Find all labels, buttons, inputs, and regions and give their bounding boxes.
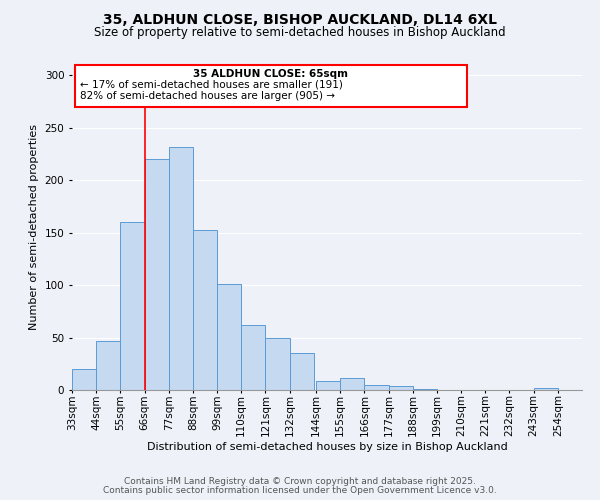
Text: 82% of semi-detached houses are larger (905) →: 82% of semi-detached houses are larger (… bbox=[80, 91, 335, 101]
Bar bbox=[265, 338, 290, 390]
Text: Contains HM Land Registry data © Crown copyright and database right 2025.: Contains HM Land Registry data © Crown c… bbox=[124, 477, 476, 486]
Bar bbox=[72, 369, 96, 390]
Bar bbox=[389, 386, 413, 390]
Bar bbox=[145, 160, 169, 390]
Text: 35, ALDHUN CLOSE, BISHOP AUCKLAND, DL14 6XL: 35, ALDHUN CLOSE, BISHOP AUCKLAND, DL14 … bbox=[103, 12, 497, 26]
Bar bbox=[413, 389, 437, 390]
Bar bbox=[169, 147, 193, 390]
Text: Size of property relative to semi-detached houses in Bishop Auckland: Size of property relative to semi-detach… bbox=[94, 26, 506, 39]
Text: Contains public sector information licensed under the Open Government Licence v3: Contains public sector information licen… bbox=[103, 486, 497, 495]
Bar bbox=[533, 388, 558, 390]
Bar bbox=[96, 340, 121, 390]
Bar bbox=[316, 380, 340, 390]
Text: 35 ALDHUN CLOSE: 65sqm: 35 ALDHUN CLOSE: 65sqm bbox=[193, 69, 349, 79]
Bar bbox=[340, 378, 364, 390]
Y-axis label: Number of semi-detached properties: Number of semi-detached properties bbox=[29, 124, 39, 330]
Bar bbox=[290, 354, 314, 390]
Bar bbox=[121, 222, 145, 390]
Bar bbox=[217, 284, 241, 390]
X-axis label: Distribution of semi-detached houses by size in Bishop Auckland: Distribution of semi-detached houses by … bbox=[146, 442, 508, 452]
FancyBboxPatch shape bbox=[75, 65, 467, 107]
Text: ← 17% of semi-detached houses are smaller (191): ← 17% of semi-detached houses are smalle… bbox=[80, 80, 343, 90]
Bar bbox=[193, 230, 217, 390]
Bar bbox=[241, 325, 265, 390]
Bar bbox=[364, 385, 389, 390]
